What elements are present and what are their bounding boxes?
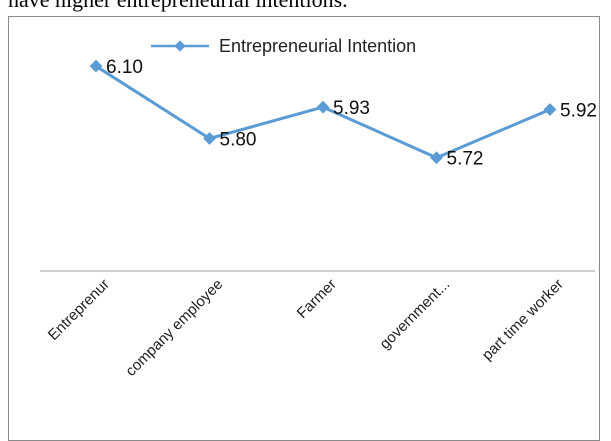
series-layer xyxy=(89,59,557,165)
data-label: 5.80 xyxy=(220,129,257,150)
chart-frame xyxy=(8,16,600,441)
page-header-text: have higher entrepreneurial intentions. xyxy=(8,0,348,13)
data-label: 6.10 xyxy=(106,57,143,78)
x-tick-label: Farmer xyxy=(294,276,340,322)
chart-legend: Entrepreneurial Intention xyxy=(151,36,416,56)
legend-label: Entrepreneurial Intention xyxy=(219,36,416,56)
data-point xyxy=(203,132,216,145)
data-labels: 6.10 5.80 5.93 5.72 5.92 xyxy=(106,57,597,170)
data-label: 5.93 xyxy=(333,98,370,119)
x-tick-label: company employee xyxy=(122,276,226,380)
x-tick-label: government... xyxy=(376,276,453,353)
x-tick-label: part time worker xyxy=(479,276,567,364)
data-point xyxy=(543,103,557,116)
x-axis-ticks: Entreprenur company employee Farmer governm… xyxy=(45,276,567,380)
data-point xyxy=(430,151,443,165)
legend-marker xyxy=(174,40,186,52)
data-label: 5.72 xyxy=(447,149,484,170)
x-tick-label: Entreprenur xyxy=(45,276,113,344)
data-point xyxy=(316,100,330,114)
data-label: 5.92 xyxy=(560,101,597,122)
